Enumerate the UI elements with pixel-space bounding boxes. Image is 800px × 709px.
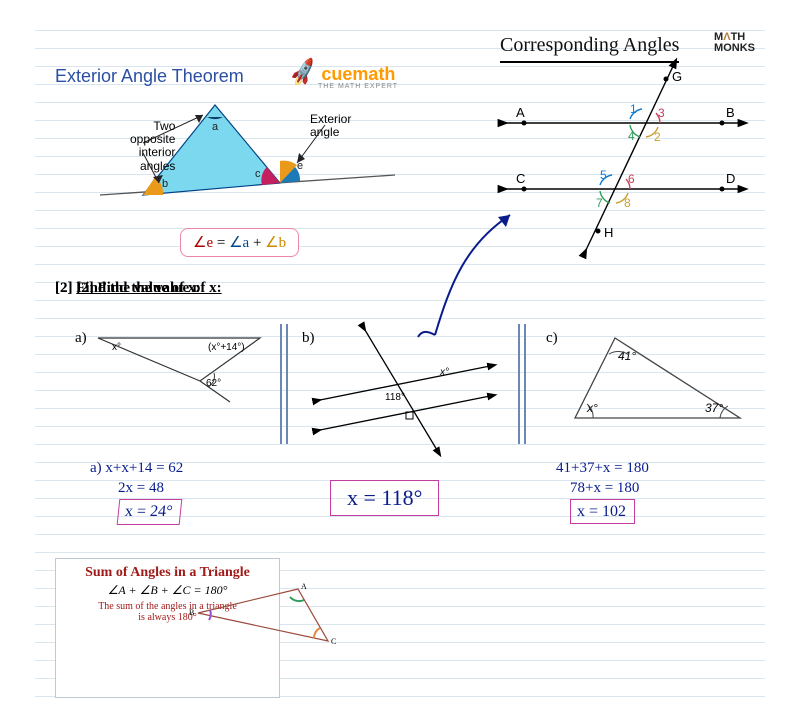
divider-1b [286,324,288,444]
svg-text:a: a [212,121,219,133]
svg-text:(x°+14°): (x°+14°) [208,342,245,353]
rule-line [35,300,765,301]
svg-text:C: C [331,637,336,646]
rule-line [35,318,765,319]
svg-text:1: 1 [630,102,637,116]
svg-text:H: H [604,225,613,240]
figure-b: 118° x° [310,320,510,460]
exterior-angle-title: Exterior Angle Theorem [55,66,244,87]
work-b-answer: x = 118° [330,480,439,516]
svg-text:118°: 118° [385,392,405,403]
two-opposite-label: Twooppositeinteriorangles [130,120,175,173]
problem-c-tag: c) [546,330,558,347]
svg-text:5: 5 [600,168,607,182]
svg-text:x°: x° [586,401,598,415]
svg-text:x°: x° [112,342,121,353]
divider-1 [280,324,282,444]
svg-text:G: G [672,69,682,84]
work-a: a) x+x+14 = 62 2x = 48 x = 24° [90,458,183,524]
formula-e: ∠e [193,235,213,251]
problem-a-tag: a) [75,330,87,347]
svg-text:6: 6 [628,172,635,186]
svg-text:C: C [516,171,525,186]
svg-text:37°: 37° [705,401,723,415]
cuemath-logo: 🚀cuemath THE MATH EXPERT [290,60,398,90]
cuemath-text: cuemath [321,64,395,84]
rocket-icon: 🚀 [287,57,320,89]
work-a-line1: a) x+x+14 = 62 [90,458,183,478]
cuemath-subtext: THE MATH EXPERT [318,83,398,90]
svg-text:41°: 41° [618,349,636,363]
svg-text:A: A [516,105,525,120]
sum-card-triangle: A B C [168,581,378,651]
svg-text:x°: x° [439,367,449,378]
work-a-line2: 2x = 48 [118,478,183,498]
rule-line [35,534,765,535]
figure-a: x° (x°+14°) 62° [90,326,270,406]
formula-a: ∠a [229,235,249,251]
work-c-line2: 78+x = 180 [570,478,649,498]
divider-2b [524,324,526,444]
rule-line [35,30,765,31]
sum-of-angles-card: Sum of Angles in a Triangle A B C ∠A + ∠… [55,558,280,698]
svg-text:7: 7 [596,196,603,210]
svg-text:8: 8 [624,196,631,210]
svg-text:B: B [726,105,735,120]
svg-text:b: b [162,178,168,190]
formula-b: ∠b [265,235,286,251]
sum-card-title: Sum of Angles in a Triangle [62,565,273,581]
work-c-line1: 41+37+x = 180 [556,458,649,478]
figure-c: 41° 37° x° [565,330,755,430]
svg-text:c: c [255,168,261,180]
rule-line [35,552,765,553]
work-c-answer: x = 102 [570,499,635,525]
svg-text:4: 4 [628,129,635,143]
work-a-answer: x = 24° [117,499,183,525]
work-b: x = 118° [330,480,439,516]
svg-text:3: 3 [658,106,665,120]
exterior-angle-label: Exteriorangle [310,113,351,139]
divider-2 [518,324,520,444]
svg-text:D: D [726,171,735,186]
mathmonks-logo: MΛTHMONKS [714,32,755,54]
svg-text:2: 2 [654,130,661,144]
question-2-text: [2] Find the value of x: [55,280,200,297]
work-c: 41+37+x = 180 78+x = 180 x = 102 [556,458,649,524]
svg-text:B: B [189,608,194,617]
exterior-formula: ∠e = ∠a + ∠b [180,228,299,257]
svg-text:A: A [301,582,307,591]
